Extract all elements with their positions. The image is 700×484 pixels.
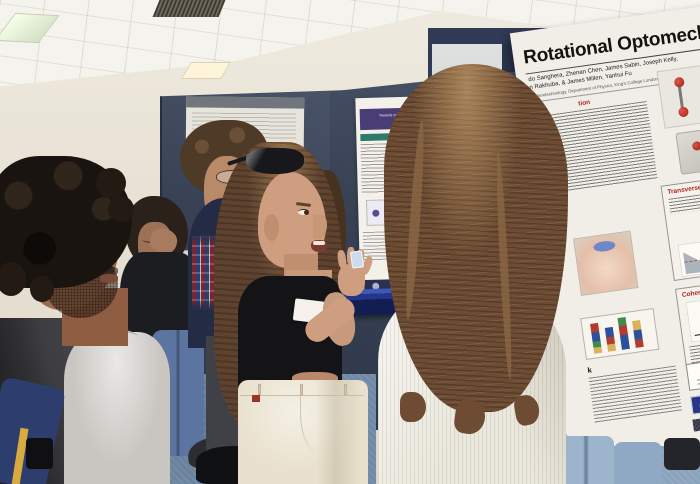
hair-curl <box>96 168 126 198</box>
v-curve-plot <box>677 230 700 277</box>
pants-fly-seam <box>300 396 326 452</box>
presenter-earring <box>271 242 274 245</box>
rotor-icon <box>691 140 700 152</box>
transverse-orbit-section: Transverse Orbi <box>660 168 700 281</box>
peak-plot <box>686 287 700 343</box>
hair-tip <box>400 392 426 422</box>
small-held-object <box>349 250 365 269</box>
stacked-bars-figure <box>580 308 660 360</box>
vacuum-figure <box>573 230 639 297</box>
bystander-jeans <box>614 442 662 484</box>
poster-right: Rotational Optomechanics do Sanghera, Zh… <box>509 0 700 462</box>
blue-cap-blob <box>592 239 616 253</box>
nanodumbbell-icon <box>677 85 685 110</box>
waistband <box>240 383 364 396</box>
ceiling-vent <box>152 0 226 17</box>
presenter-cream-pants <box>238 380 368 484</box>
stacked-bar <box>604 326 617 352</box>
figure-dot <box>372 209 380 217</box>
left-man-lips <box>100 274 118 283</box>
platform-figure <box>675 119 700 175</box>
section-coherent-header: Coherent Scatt <box>681 286 700 299</box>
presenter-eye <box>298 209 309 215</box>
text-block <box>588 365 683 424</box>
belt-loop <box>300 384 303 395</box>
sunglasses-on-head <box>246 148 304 174</box>
stacked-bar <box>617 317 630 350</box>
stacked-bar <box>632 320 644 348</box>
presenter-ear <box>264 214 279 241</box>
dark-object-floor <box>664 438 700 470</box>
hair-curl <box>108 196 134 222</box>
dumbbell-figure <box>656 55 700 129</box>
presenter-teeth <box>313 241 325 245</box>
section-outlook-header: k <box>586 365 593 375</box>
eu-flag-icon <box>690 393 700 415</box>
belt-loop <box>258 384 261 395</box>
hair-curl <box>0 262 26 296</box>
coherent-scattering-section: Coherent Scatt <box>675 271 700 371</box>
backpack-buckle <box>26 438 53 469</box>
hair-curl <box>30 276 54 302</box>
presenter-nose <box>313 214 327 239</box>
right-woman-hair <box>384 64 568 412</box>
bystander-jeans <box>558 436 614 484</box>
small-poster-header <box>186 96 305 109</box>
section-transverse-header: Transverse Orbi <box>667 182 700 196</box>
belt-loop <box>344 384 347 395</box>
stacked-bar <box>590 322 603 354</box>
pants-red-tag <box>252 395 260 402</box>
section-intro-header: tion <box>577 98 591 108</box>
left-man-tshirt <box>64 332 170 484</box>
